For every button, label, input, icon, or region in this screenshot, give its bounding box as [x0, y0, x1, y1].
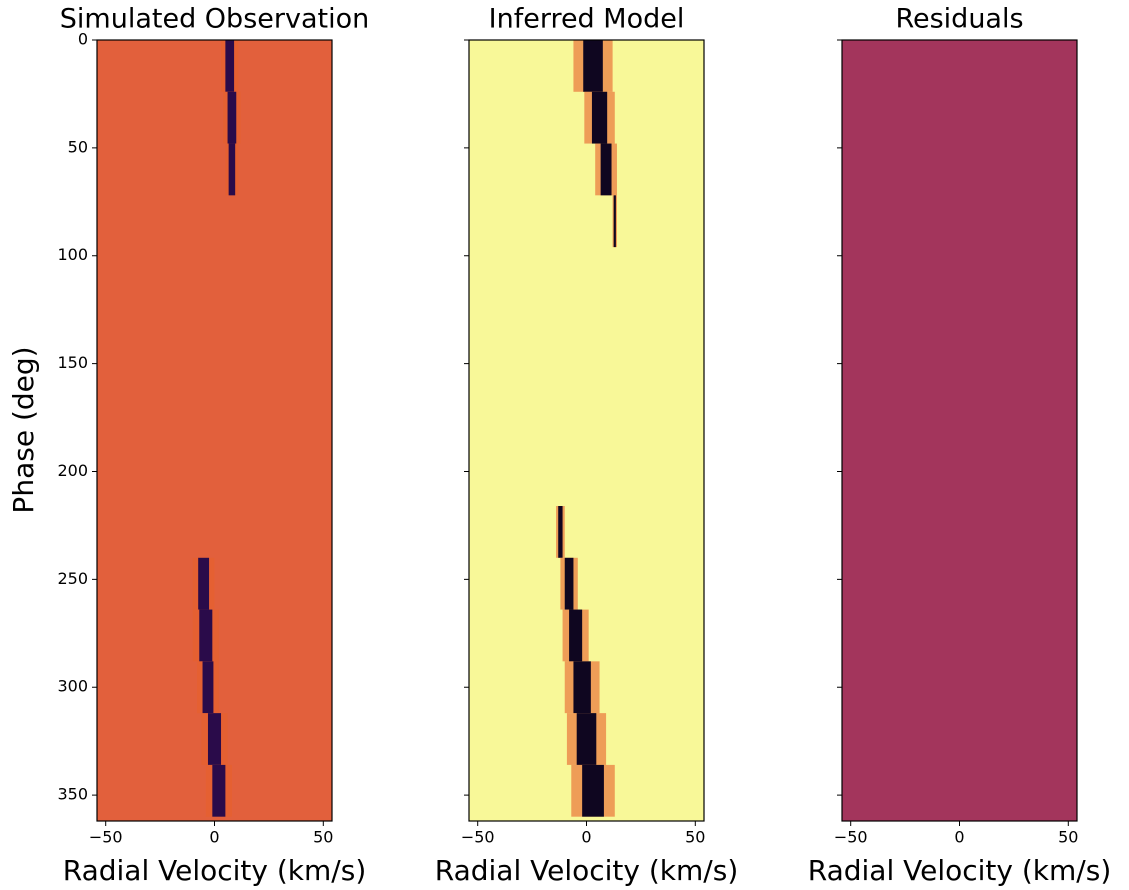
x-tick-label: 0	[209, 828, 219, 847]
x-tick-label: 50	[313, 828, 333, 847]
line-core	[600, 143, 612, 196]
line-core	[613, 195, 616, 248]
x-axis-label: Radial Velocity (km/s)	[63, 854, 367, 887]
y-tick-label: 350	[57, 785, 88, 804]
panel: −50 0 50 Residuals Radial Velocity (km/s)	[808, 4, 1112, 888]
x-tick-label: −50	[461, 828, 495, 847]
y-tick-label: 300	[57, 677, 88, 696]
line-core	[212, 764, 226, 817]
line-core	[225, 40, 235, 92]
line-core	[582, 764, 604, 817]
x-tick-label: −50	[834, 828, 868, 847]
y-tick-label: 150	[57, 353, 88, 372]
y-axis-label: Phase (deg)	[7, 346, 40, 513]
y-tick-label: 200	[57, 461, 88, 480]
line-core	[199, 609, 213, 662]
panel: −50 0 50 Inferred Model Radial Velocity (km/…	[435, 4, 739, 888]
line-core	[198, 557, 210, 610]
line-core	[227, 91, 237, 144]
panel-title: Residuals	[895, 4, 1023, 35]
panel: −50 0 50 0 50 100 150 200 250 300 350 Simulated Obs…	[7, 4, 369, 888]
panel-title: Inferred Model	[489, 4, 685, 35]
line-core	[583, 40, 603, 92]
x-tick-label: −50	[89, 828, 123, 847]
x-axis-label: Radial Velocity (km/s)	[808, 854, 1112, 887]
x-tick-label: 0	[954, 828, 964, 847]
line-core	[202, 661, 214, 714]
line-core	[573, 661, 591, 714]
panel-title: Simulated Observation	[60, 4, 369, 35]
x-tick-label: 0	[581, 828, 591, 847]
x-axis-label: Radial Velocity (km/s)	[435, 854, 739, 887]
line-core	[591, 91, 608, 144]
x-tick-label: 50	[685, 828, 705, 847]
y-tick-label: 0	[78, 30, 88, 49]
line-core	[569, 609, 583, 662]
y-tick-label: 50	[68, 137, 88, 156]
line-core	[207, 713, 222, 765]
x-tick-label: 50	[1058, 828, 1078, 847]
line-core	[564, 557, 574, 610]
line-core	[576, 713, 597, 765]
line-core	[558, 506, 563, 558]
y-tick-label: 100	[57, 245, 88, 264]
y-tick-label: 250	[57, 569, 88, 588]
line-core	[228, 143, 236, 196]
heatmap-background	[842, 40, 1077, 821]
